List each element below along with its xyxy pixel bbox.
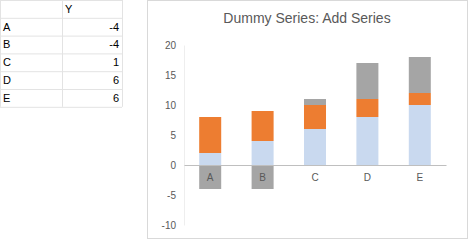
bar: [409, 93, 431, 105]
table-row-line: [0, 71, 122, 72]
x-tick-label: A: [207, 172, 214, 183]
y-tick-label: -10: [162, 220, 177, 231]
table-header: Y: [65, 3, 73, 15]
table-row-line: [0, 18, 122, 19]
y-tick-label: 5: [170, 130, 176, 141]
y-tick-label: 10: [165, 100, 177, 111]
y-tick: 10: [165, 100, 184, 111]
table-row-label: A: [3, 21, 11, 33]
chart-frame: [148, 1, 468, 239]
table-cell: 6: [113, 74, 119, 86]
table-row-line: [0, 36, 122, 37]
bars: [199, 57, 431, 189]
chart: Dummy Series: Add Series -10 -5 0 5 10 15 20 A B C…: [148, 1, 468, 239]
bar: [356, 99, 378, 117]
table-col-line: [0, 0, 1, 107]
y-tick-label: 20: [165, 40, 177, 51]
table-row-line: [0, 107, 122, 108]
x-tick: E: [416, 165, 423, 183]
y-tick: 0: [170, 160, 184, 171]
x-tick: C: [311, 165, 318, 183]
table-row-label: B: [3, 38, 10, 50]
table-col-line: [122, 0, 123, 107]
bar: [304, 105, 326, 129]
table-cell: -4: [109, 21, 119, 33]
bar: [199, 165, 221, 189]
bar: [304, 99, 326, 105]
chart-title: Dummy Series: Add Series: [223, 10, 390, 26]
y-axis: -10 -5 0 5 10 15 20: [162, 40, 185, 231]
x-tick-label: D: [364, 172, 371, 183]
y-tick: -5: [167, 190, 184, 201]
y-tick-label: -5: [167, 190, 176, 201]
bar: [409, 57, 431, 93]
table-row-line: [0, 0, 122, 1]
bar: [252, 165, 274, 189]
x-tick-label: C: [311, 172, 318, 183]
bar: [356, 63, 378, 99]
bar: [409, 105, 431, 165]
x-tick-label: B: [259, 172, 266, 183]
y-tick-label: 0: [170, 160, 176, 171]
table-row-label: E: [3, 92, 10, 104]
table-row-label: D: [3, 74, 11, 86]
bar: [356, 117, 378, 165]
y-axis-line: [184, 46, 185, 226]
table-cell: -4: [109, 38, 119, 50]
x-axis-line: [185, 165, 447, 166]
bar: [199, 117, 221, 153]
table-col-line: [62, 0, 63, 107]
x-tick: D: [364, 165, 371, 183]
table-row-label: C: [3, 56, 11, 68]
x-tick-label: E: [416, 172, 423, 183]
x-tick: A: [207, 165, 214, 183]
y-tick: 15: [165, 70, 184, 81]
table: Y A -4 B -4 C 1 D 6 E 6: [0, 0, 123, 107]
table-cell: 1: [113, 56, 119, 68]
table-row-line: [0, 89, 122, 90]
x-tick: B: [259, 165, 266, 183]
page: Y A -4 B -4 C 1 D 6 E 6 Dummy Series: Add Series -10…: [0, 0, 469, 241]
table-cell: 6: [113, 92, 119, 104]
bar: [304, 129, 326, 165]
y-tick: 5: [170, 130, 184, 141]
table-row-line: [0, 53, 122, 54]
bar: [252, 111, 274, 141]
y-tick: 20: [165, 40, 184, 51]
y-tick-label: 15: [165, 70, 177, 81]
x-axis: A B C D E: [185, 165, 447, 183]
bar: [199, 153, 221, 165]
bar: [252, 141, 274, 165]
y-tick: -10: [162, 220, 184, 231]
